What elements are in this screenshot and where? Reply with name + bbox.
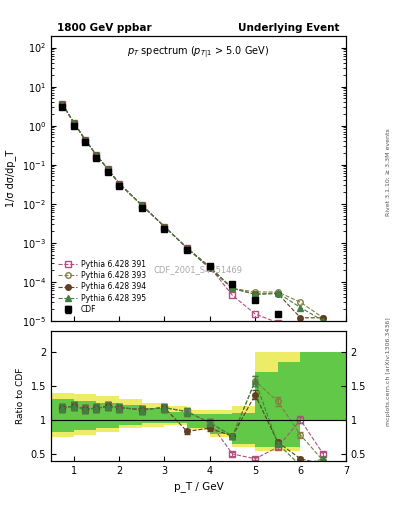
- Line: Pythia 6.428 393: Pythia 6.428 393: [60, 101, 326, 321]
- Pythia 6.428 391: [94, 152, 99, 158]
- Line: Pythia 6.428 395: Pythia 6.428 395: [60, 101, 326, 324]
- Pythia 6.428 391: [72, 119, 76, 125]
- Pythia 6.428 391: [298, 324, 303, 330]
- Pythia 6.428 393: [321, 315, 325, 321]
- Pythia 6.428 395: [230, 285, 235, 291]
- Pythia 6.428 391: [208, 264, 212, 270]
- Pythia 6.428 393: [298, 299, 303, 305]
- Pythia 6.428 394: [60, 101, 65, 107]
- Pythia 6.428 394: [275, 290, 280, 296]
- Pythia 6.428 394: [72, 119, 76, 125]
- Pythia 6.428 395: [275, 290, 280, 296]
- Pythia 6.428 393: [230, 285, 235, 291]
- Pythia 6.428 391: [230, 292, 235, 298]
- Y-axis label: Ratio to CDF: Ratio to CDF: [16, 368, 25, 424]
- Pythia 6.428 395: [162, 224, 167, 230]
- Pythia 6.428 393: [83, 137, 88, 143]
- Pythia 6.428 395: [321, 318, 325, 324]
- Pythia 6.428 395: [83, 137, 88, 143]
- Pythia 6.428 391: [321, 350, 325, 356]
- Pythia 6.428 394: [162, 224, 167, 230]
- Pythia 6.428 393: [140, 202, 144, 208]
- X-axis label: p_T / GeV: p_T / GeV: [174, 481, 223, 492]
- Pythia 6.428 394: [298, 315, 303, 321]
- Pythia 6.428 391: [105, 166, 110, 172]
- Pythia 6.428 394: [83, 137, 88, 143]
- Text: mcplots.cern.ch [arXiv:1306.3436]: mcplots.cern.ch [arXiv:1306.3436]: [386, 317, 391, 426]
- Pythia 6.428 395: [140, 202, 144, 208]
- Pythia 6.428 393: [275, 289, 280, 295]
- Text: $p_T$ spectrum ($p_{T|1}$ > 5.0 GeV): $p_T$ spectrum ($p_{T|1}$ > 5.0 GeV): [127, 45, 270, 60]
- Text: CDF_2001_S4751469: CDF_2001_S4751469: [154, 265, 243, 274]
- Pythia 6.428 393: [162, 224, 167, 230]
- Pythia 6.428 394: [321, 315, 325, 321]
- Pythia 6.428 391: [162, 224, 167, 230]
- Pythia 6.428 394: [208, 265, 212, 271]
- Pythia 6.428 395: [94, 152, 99, 158]
- Pythia 6.428 393: [253, 289, 257, 295]
- Pythia 6.428 394: [94, 152, 99, 158]
- Pythia 6.428 394: [230, 285, 235, 291]
- Pythia 6.428 394: [117, 180, 121, 186]
- Y-axis label: 1/σ dσ/dp_T: 1/σ dσ/dp_T: [6, 150, 17, 207]
- Pythia 6.428 394: [185, 245, 189, 251]
- Pythia 6.428 395: [185, 245, 189, 251]
- Pythia 6.428 393: [94, 152, 99, 158]
- Pythia 6.428 394: [253, 291, 257, 297]
- Pythia 6.428 391: [253, 311, 257, 317]
- Pythia 6.428 393: [208, 264, 212, 270]
- Pythia 6.428 395: [208, 264, 212, 270]
- Pythia 6.428 394: [140, 202, 144, 208]
- Text: 1800 GeV ppbar: 1800 GeV ppbar: [57, 23, 152, 33]
- Pythia 6.428 393: [105, 166, 110, 172]
- Pythia 6.428 391: [140, 202, 144, 208]
- Pythia 6.428 391: [185, 245, 189, 251]
- Text: Underlying Event: Underlying Event: [239, 23, 340, 33]
- Pythia 6.428 393: [60, 101, 65, 107]
- Pythia 6.428 395: [117, 180, 121, 186]
- Line: Pythia 6.428 391: Pythia 6.428 391: [60, 101, 326, 356]
- Legend: Pythia 6.428 391, Pythia 6.428 393, Pythia 6.428 394, Pythia 6.428 395, CDF: Pythia 6.428 391, Pythia 6.428 393, Pyth…: [55, 257, 149, 317]
- Pythia 6.428 395: [60, 101, 65, 107]
- Pythia 6.428 394: [105, 166, 110, 172]
- Pythia 6.428 395: [253, 291, 257, 297]
- Pythia 6.428 395: [105, 166, 110, 172]
- Pythia 6.428 391: [83, 137, 88, 143]
- Pythia 6.428 393: [117, 180, 121, 186]
- Line: Pythia 6.428 394: Pythia 6.428 394: [60, 101, 326, 321]
- Pythia 6.428 393: [185, 245, 189, 251]
- Pythia 6.428 391: [117, 180, 121, 186]
- Pythia 6.428 391: [275, 319, 280, 326]
- Pythia 6.428 395: [72, 119, 76, 125]
- Pythia 6.428 395: [298, 305, 303, 311]
- Pythia 6.428 391: [60, 101, 65, 107]
- Text: Rivet 3.1.10; ≥ 3.3M events: Rivet 3.1.10; ≥ 3.3M events: [386, 128, 391, 216]
- Pythia 6.428 393: [72, 119, 76, 125]
